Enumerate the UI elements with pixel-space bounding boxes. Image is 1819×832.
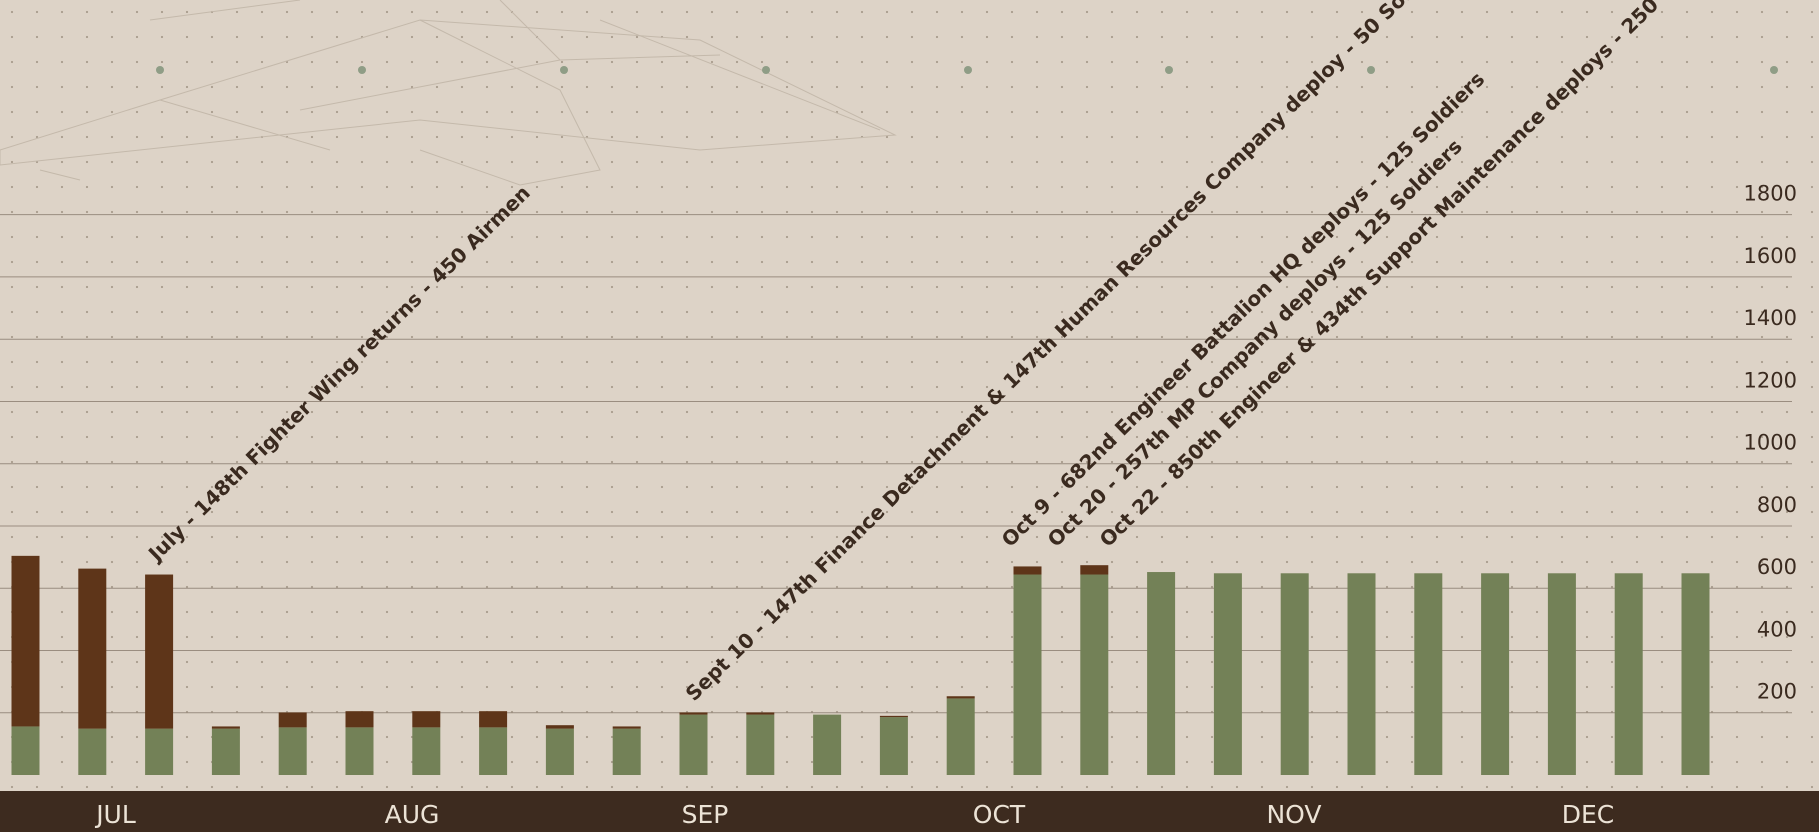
bar-segment (1013, 574, 1042, 775)
bar-segment (1347, 573, 1376, 775)
y-tick-label: 400 (1757, 617, 1797, 641)
bar-segment (545, 728, 574, 775)
y-tick-label: 1200 (1744, 368, 1797, 392)
dot-grid (0, 0, 1819, 790)
bar-segment (145, 574, 174, 729)
bar-segment (11, 726, 40, 775)
bar-segment (1547, 573, 1576, 775)
bar-segment (345, 727, 374, 775)
month-label: NOV (1266, 800, 1321, 829)
bar-segment (145, 728, 174, 775)
bar-segment (679, 712, 708, 715)
bar-segment (1080, 574, 1109, 775)
bar-segment (1414, 573, 1443, 775)
month-label: SEP (682, 800, 729, 829)
bar-segment (78, 568, 107, 729)
month-label: DEC (1562, 800, 1615, 829)
y-tick-label: 200 (1757, 680, 1797, 704)
y-tick-label: 1600 (1744, 244, 1797, 268)
bar-segment (345, 711, 374, 728)
month-label: JUL (94, 800, 136, 829)
bar-segment (946, 698, 975, 775)
bar-segment (1681, 573, 1710, 775)
bar-segment (746, 712, 775, 715)
bar-segment (211, 728, 240, 775)
bar-segment (479, 727, 508, 775)
bar-segment (1213, 573, 1242, 775)
y-tick-label: 800 (1757, 493, 1797, 517)
month-label: OCT (973, 800, 1026, 829)
bar-segment (946, 696, 975, 699)
bar-segment (278, 727, 307, 775)
bar-segment (1481, 573, 1510, 775)
bar-segment (612, 726, 641, 729)
bar-segment (679, 714, 708, 775)
bar-segment (412, 727, 441, 775)
bar-segment (813, 714, 842, 775)
aircraft-sketch (0, 0, 897, 186)
bar-segment (1614, 573, 1643, 775)
month-band (0, 791, 1819, 832)
y-tick-label: 1400 (1744, 306, 1797, 330)
bar-segment (879, 717, 908, 775)
bar-segment (1013, 566, 1042, 575)
y-tick-label: 1000 (1744, 431, 1797, 455)
bar-segment (412, 711, 441, 728)
bar-segment (1280, 573, 1309, 775)
bar-segment (1080, 565, 1109, 575)
bar-segment (78, 728, 107, 775)
month-label: AUG (385, 800, 440, 829)
bar-segment (545, 725, 574, 729)
y-tick-label: 600 (1757, 555, 1797, 579)
bar-segment (278, 712, 307, 728)
marker-dots (156, 66, 1778, 74)
bar-segment (879, 715, 908, 718)
bar-segment (11, 555, 40, 727)
bar-segment (479, 711, 508, 728)
y-tick-label: 1800 (1744, 182, 1797, 206)
bar-segment (211, 726, 240, 729)
bar-segment (746, 714, 775, 775)
bar-segment (612, 728, 641, 775)
bar-segment (1147, 572, 1176, 775)
